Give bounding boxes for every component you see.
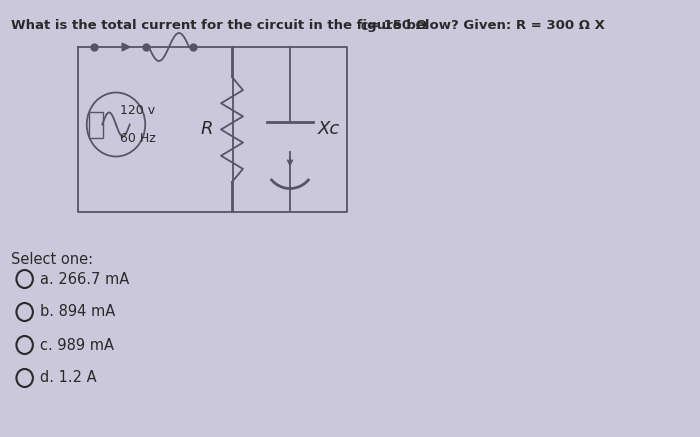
Text: R: R — [200, 121, 213, 139]
Text: C: C — [360, 22, 368, 32]
Text: a. 266.7 mA: a. 266.7 mA — [40, 271, 130, 287]
Text: b. 894 mA: b. 894 mA — [40, 305, 116, 319]
Text: c. 989 mA: c. 989 mA — [40, 337, 114, 353]
Text: d. 1.2 A: d. 1.2 A — [40, 371, 97, 385]
Text: = 150 Ω: = 150 Ω — [368, 19, 427, 32]
Text: Select one:: Select one: — [11, 252, 93, 267]
Bar — [89, 111, 103, 138]
Text: What is the total current for the circuit in the figure below? Given: R = 300 Ω : What is the total current for the circui… — [11, 19, 605, 32]
Text: 120 v: 120 v — [120, 104, 155, 117]
Text: 60 Hz: 60 Hz — [120, 132, 155, 146]
Text: Xc: Xc — [317, 121, 340, 139]
